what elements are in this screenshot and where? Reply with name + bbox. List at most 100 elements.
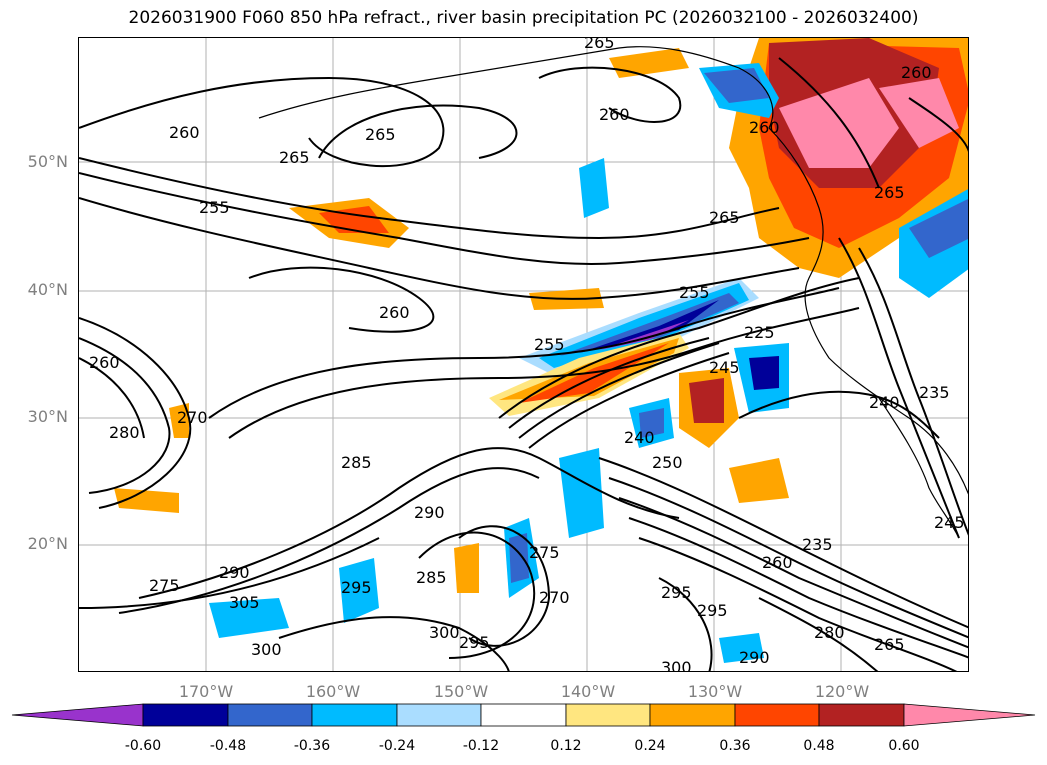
contour-label: 240 xyxy=(624,428,655,447)
contour-label: 265 xyxy=(365,125,396,144)
contour-label: 250 xyxy=(652,453,683,472)
colorbar-cell xyxy=(227,703,313,727)
contour-label: 235 xyxy=(919,383,950,402)
colorbar-cell xyxy=(818,703,905,727)
lon-label-170w: 170°W xyxy=(178,682,234,701)
lon-label-130w: 130°W xyxy=(687,682,743,701)
lat-label-40n: 40°N xyxy=(27,280,68,299)
contour-label: 280 xyxy=(814,623,845,642)
lat-label-50n: 50°N xyxy=(27,152,68,171)
contour-label: 280 xyxy=(109,423,140,442)
contour-line xyxy=(278,616,510,671)
contour-label: 290 xyxy=(414,503,445,522)
map-title: 2026031900 F060 850 hPa refract., river … xyxy=(128,8,919,28)
shade-145w-south-dblue xyxy=(509,533,529,583)
coastline-baja xyxy=(878,397,960,539)
contour-label: 255 xyxy=(199,198,230,217)
colorbar-tick: 0.12 xyxy=(550,738,582,754)
coastline-alaska xyxy=(258,46,774,129)
colorbar-tick: -0.36 xyxy=(293,738,331,754)
contour-line xyxy=(758,597,879,671)
contour-label: 300 xyxy=(429,623,460,642)
contour-label: 260 xyxy=(749,118,780,137)
contour-line xyxy=(528,352,730,449)
contour-line xyxy=(79,76,445,168)
contour-label: 270 xyxy=(177,408,208,427)
contour-label: 265 xyxy=(279,148,310,167)
shade-125w-south-orange xyxy=(729,458,789,503)
contour-label: 240 xyxy=(869,393,900,412)
contour-label: 265 xyxy=(874,183,905,202)
lon-label-140w: 140°W xyxy=(560,682,616,701)
colorbar-tick: -0.48 xyxy=(209,738,247,754)
contour-labels: 260 265 265 255 260 260 265 265 260 255 … xyxy=(89,38,965,671)
contour-line xyxy=(138,447,680,599)
colorbar-tick: 0.36 xyxy=(719,738,751,754)
shade-125w-navy xyxy=(749,356,779,390)
precip-shading xyxy=(114,38,968,663)
contour-line xyxy=(628,517,968,659)
contour-label: 290 xyxy=(219,563,250,582)
lon-label-120w: 120°W xyxy=(814,682,870,701)
contour-line xyxy=(838,237,960,539)
contour-line xyxy=(908,97,968,152)
shade-170w-orange xyxy=(169,403,189,438)
colorbar-tick: -0.24 xyxy=(378,738,416,754)
contour-label: 295 xyxy=(459,633,490,652)
contour-line xyxy=(79,157,780,240)
shade-135w-dblue xyxy=(639,408,664,438)
contour-label: 265 xyxy=(709,208,740,227)
contour-line xyxy=(658,577,713,671)
contour-label: 245 xyxy=(709,358,740,377)
shade-150w-orange xyxy=(454,543,479,593)
colorbar-cell xyxy=(311,703,398,727)
contour-label: 285 xyxy=(416,568,447,587)
contour-label: 275 xyxy=(149,576,180,595)
colorbar-cell xyxy=(734,703,820,727)
colorbar-tick: 0.60 xyxy=(888,738,920,754)
colorbar-cell xyxy=(649,703,736,727)
contour-line xyxy=(228,307,860,439)
shade-175w-orange xyxy=(114,488,179,513)
lat-label-20n: 20°N xyxy=(27,534,68,553)
contour-label: 225 xyxy=(744,323,775,342)
contour-line xyxy=(518,342,720,439)
shade-east-darkblue xyxy=(909,198,968,258)
contour-label: 260 xyxy=(169,123,200,142)
colorbar-cell xyxy=(565,703,651,727)
contour-line xyxy=(79,337,171,494)
contour-label: 275 xyxy=(529,543,560,562)
contour-label: 260 xyxy=(599,105,630,124)
lat-label-30n: 30°N xyxy=(27,407,68,426)
shade-pnw-pink xyxy=(779,78,899,168)
contour-line xyxy=(598,457,968,629)
contour-label: 255 xyxy=(679,283,710,302)
contour-line xyxy=(118,467,540,614)
contour-line xyxy=(778,57,880,189)
map-plot-area: 260 265 265 255 260 260 265 265 260 255 … xyxy=(78,37,969,672)
coastlines xyxy=(258,46,968,539)
contour-line xyxy=(608,477,968,639)
contour-line xyxy=(79,197,800,300)
contour-label: 295 xyxy=(341,578,372,597)
contour-label: 235 xyxy=(802,535,833,554)
colorbar-extend-max xyxy=(903,703,1036,727)
contour-label: 260 xyxy=(762,553,793,572)
contour-label: 305 xyxy=(229,593,260,612)
contour-line xyxy=(79,537,380,609)
contour-line xyxy=(858,247,968,536)
refractivity-contours xyxy=(79,57,968,671)
contour-line xyxy=(538,66,682,123)
map-canvas: 260 265 265 255 260 260 265 265 260 255 … xyxy=(79,38,968,671)
contour-label: 260 xyxy=(901,63,932,82)
contour-label: 255 xyxy=(534,335,565,354)
contour-label: 265 xyxy=(874,635,905,654)
shade-band-darkblue xyxy=(559,293,739,356)
colorbar-tick: -0.60 xyxy=(124,738,162,754)
lon-label-150w: 150°W xyxy=(433,682,489,701)
contour-label: 300 xyxy=(251,640,282,659)
contour-label: 270 xyxy=(539,588,570,607)
contour-label: 260 xyxy=(379,303,410,322)
colorbar-extend-min xyxy=(11,703,144,727)
contour-line xyxy=(618,497,968,649)
